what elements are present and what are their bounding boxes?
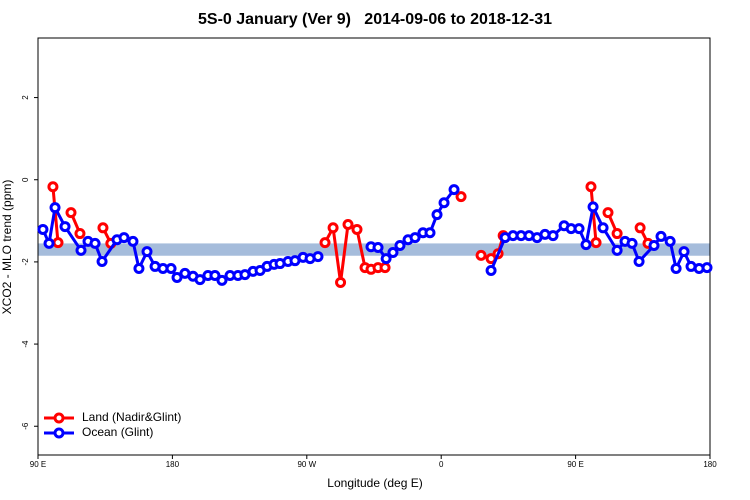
data-point bbox=[590, 237, 602, 249]
data-point bbox=[49, 202, 61, 214]
x-tick-label: 90 W bbox=[297, 460, 316, 469]
y-tick-label: -6 bbox=[21, 422, 30, 430]
data-point bbox=[648, 239, 660, 251]
data-point bbox=[585, 181, 597, 193]
x-tick-label: 180 bbox=[703, 460, 717, 469]
data-point bbox=[47, 181, 59, 193]
x-tick-label: 180 bbox=[166, 460, 180, 469]
data-point bbox=[209, 269, 221, 281]
data-point bbox=[89, 237, 101, 249]
data-point bbox=[547, 230, 559, 242]
data-point bbox=[141, 246, 153, 258]
data-point bbox=[664, 235, 676, 247]
data-point bbox=[194, 274, 206, 286]
data-point bbox=[455, 191, 467, 203]
data-point bbox=[431, 209, 443, 221]
data-point bbox=[216, 274, 228, 286]
data-point bbox=[602, 207, 614, 219]
data-point bbox=[96, 255, 108, 267]
data-point bbox=[580, 239, 592, 251]
data-point bbox=[387, 246, 399, 258]
x-tick-label: 90 E bbox=[567, 460, 583, 469]
data-point bbox=[171, 272, 183, 284]
data-point bbox=[133, 262, 145, 274]
y-tick-label: -2 bbox=[21, 258, 30, 266]
data-point bbox=[74, 228, 86, 240]
legend-marker bbox=[53, 412, 65, 424]
data-point bbox=[327, 222, 339, 234]
data-point bbox=[587, 201, 599, 213]
data-point bbox=[37, 223, 49, 235]
x-tick-label: 90 E bbox=[30, 460, 46, 469]
data-point bbox=[52, 237, 64, 249]
data-point bbox=[633, 255, 645, 267]
data-point bbox=[394, 239, 406, 251]
data-point bbox=[611, 244, 623, 256]
data-point bbox=[59, 221, 71, 233]
legend-label: Ocean (Glint) bbox=[82, 425, 153, 439]
y-tick-label: 0 bbox=[21, 177, 30, 182]
chart-title: 5S-0 January (Ver 9) 2014-09-06 to 2018-… bbox=[198, 11, 552, 28]
data-point bbox=[118, 232, 130, 244]
data-point bbox=[372, 242, 384, 254]
data-point bbox=[475, 249, 487, 261]
data-point bbox=[97, 222, 109, 234]
data-point bbox=[485, 265, 497, 277]
data-point bbox=[75, 244, 87, 256]
x-axis-label: Longitude (deg E) bbox=[327, 476, 422, 490]
data-point bbox=[670, 262, 682, 274]
data-point bbox=[127, 235, 139, 247]
data-point bbox=[43, 237, 55, 249]
data-point bbox=[655, 230, 667, 242]
data-point bbox=[380, 253, 392, 265]
data-point bbox=[351, 223, 363, 235]
data-point bbox=[342, 219, 354, 231]
data-point bbox=[634, 222, 646, 234]
x-tick-label: 0 bbox=[439, 460, 444, 469]
data-point bbox=[312, 251, 324, 263]
data-point bbox=[65, 207, 77, 219]
data-point bbox=[701, 262, 713, 274]
y-tick-label: 2 bbox=[21, 95, 30, 100]
data-point bbox=[573, 223, 585, 235]
y-axis-label: XCO2 - MLO trend (ppm) bbox=[0, 180, 14, 315]
data-point bbox=[611, 228, 623, 240]
y-tick-label: -4 bbox=[21, 340, 30, 348]
plot-frame bbox=[37, 37, 711, 456]
legend-marker bbox=[53, 427, 65, 439]
data-point bbox=[335, 276, 347, 288]
data-point bbox=[424, 227, 436, 239]
data-point bbox=[319, 237, 331, 249]
data-point bbox=[626, 237, 638, 249]
data-point bbox=[409, 232, 421, 244]
data-point bbox=[379, 262, 391, 274]
data-point bbox=[438, 197, 450, 209]
legend-label: Land (Nadir&Glint) bbox=[82, 410, 181, 424]
data-point bbox=[678, 246, 690, 258]
data-point bbox=[165, 262, 177, 274]
data-point bbox=[597, 222, 609, 234]
data-point bbox=[448, 184, 460, 196]
